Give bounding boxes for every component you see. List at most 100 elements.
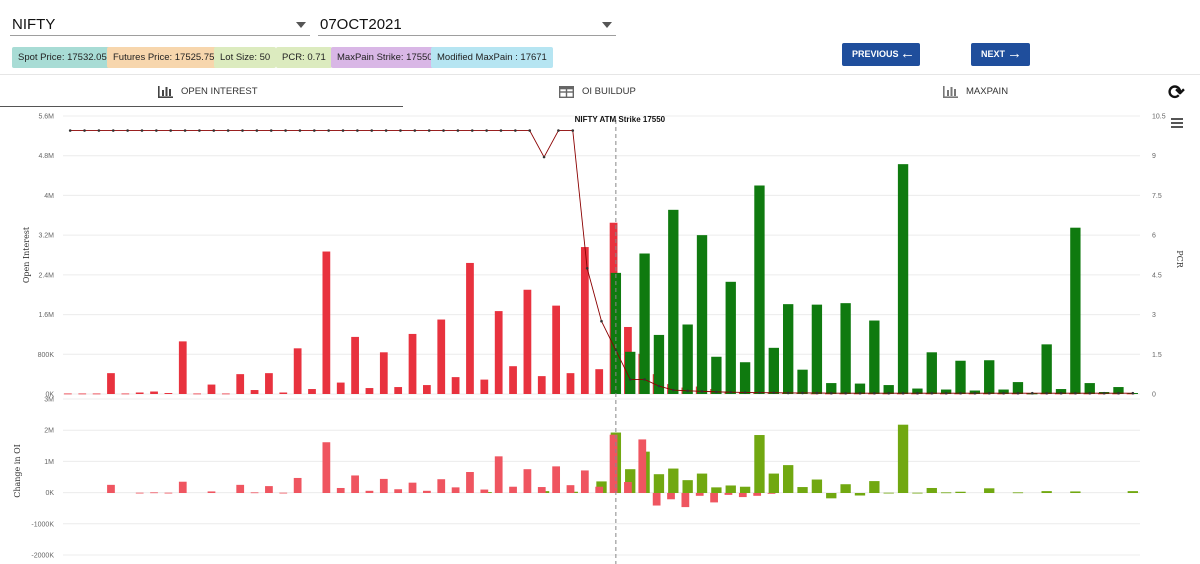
tab-maxpain[interactable]: MAXPAIN (943, 84, 1008, 106)
ce-oi-bar (322, 251, 331, 394)
chevron-down-icon[interactable] (296, 22, 306, 28)
pcr-point (126, 129, 129, 132)
ce-change-bar (178, 481, 187, 493)
ce-change-bar (738, 493, 747, 498)
pcr-point (1045, 391, 1048, 395)
pcr-point (413, 129, 417, 132)
y-axis-label-pcr: PCR (1175, 250, 1184, 269)
hamburger-menu-icon[interactable] (1171, 118, 1183, 130)
next-button-label: NEXT (981, 49, 1006, 59)
ce-change-bar (667, 493, 675, 500)
pe-change-bar (984, 488, 995, 493)
pcr-point (97, 129, 101, 132)
pcr-point (1002, 391, 1005, 395)
pcr-point (255, 129, 259, 132)
pe-oi-bar (940, 389, 952, 394)
pcr-point (542, 155, 546, 159)
ce-change-bar (365, 490, 374, 493)
pe-oi-bar (826, 383, 837, 394)
ce-oi-bar (480, 379, 489, 394)
pe-oi-bar (1055, 389, 1067, 394)
previous-button[interactable]: PREVIOUS ← (842, 43, 920, 66)
y-tick-label: 1M (44, 459, 54, 466)
arrow-right-icon: → (1007, 45, 1022, 62)
pe-oi-bar (668, 209, 679, 394)
pe-change-bar (783, 465, 794, 493)
pe-oi-bar (926, 352, 937, 394)
chart-title: NIFTY ATM Strike 17550 (575, 115, 666, 124)
pe-oi-bar (811, 304, 823, 394)
y2-tick-label: 4.5 (1152, 272, 1162, 279)
pcr-point (499, 129, 503, 132)
pe-change-bar (739, 486, 751, 493)
pcr-point (686, 389, 689, 393)
pe-oi-bar (696, 235, 708, 394)
ce-oi-bar (207, 384, 216, 394)
pcr-point (456, 129, 460, 132)
ce-oi-bar (164, 393, 173, 394)
ce-change-bar (767, 493, 776, 494)
y-tick-label: 3M (44, 397, 54, 404)
pe-change-bar (1041, 491, 1052, 493)
ce-oi-bar (365, 388, 374, 394)
pcr-point (111, 129, 115, 132)
ce-oi-bar (279, 392, 288, 394)
refresh-icon[interactable]: ⟳ (1168, 82, 1185, 104)
futures-price-badge: Futures Price: 17525.75 (107, 47, 221, 68)
pcr-line-series (68, 129, 1135, 395)
pcr-point (901, 391, 905, 395)
pcr-point (226, 129, 230, 132)
pe-change-bar (668, 468, 679, 493)
y2-tick-label: 6 (1152, 233, 1156, 240)
ce-oi-bar (193, 393, 202, 395)
ce-change-bar (107, 484, 115, 493)
pcr-point (284, 129, 287, 132)
ce-oi-bar (595, 369, 604, 394)
ce-change-bar (408, 482, 417, 493)
pcr-point (68, 129, 72, 132)
tab-maxpain-label: MAXPAIN (966, 86, 1009, 97)
ce-change-bar (207, 491, 216, 493)
y-tick-label: 4.8M (38, 153, 54, 160)
pe-change-bar (768, 473, 779, 493)
ce-change-bar (580, 470, 589, 493)
pe-oi-bar (1084, 383, 1095, 394)
tab-open-interest[interactable]: OPEN INTEREST (158, 84, 258, 106)
pe-change-bar (897, 424, 909, 493)
ce-oi-bar (351, 336, 359, 394)
pe-oi-bar (754, 185, 765, 394)
expiry-select[interactable]: 07OCT2021 (318, 12, 616, 36)
pcr-point (743, 391, 747, 394)
ce-change-bar (652, 493, 661, 506)
pe-oi-bar (797, 369, 808, 394)
chevron-down-icon[interactable] (602, 22, 612, 28)
ce-change-bar (681, 493, 690, 508)
pcr-point (155, 129, 158, 132)
y-tick-label: 1.6M (38, 312, 54, 319)
symbol-select[interactable]: NIFTY (10, 12, 310, 36)
ce-change-bar (336, 487, 345, 493)
y2-tick-label: 0 (1152, 392, 1156, 399)
pcr-point (427, 129, 431, 132)
tab-oi-buildup-label: OI BUILDUP (582, 86, 636, 97)
y-tick-label: 0K (45, 490, 54, 497)
pcr-point (657, 384, 661, 388)
pe-change-bar (1127, 491, 1138, 493)
y2-tick-label: 10.5 (1152, 114, 1166, 121)
lot-size-badge: Lot Size: 50 (214, 47, 277, 68)
next-button[interactable]: NEXT → (971, 43, 1030, 66)
ce-oi-bar (92, 393, 101, 395)
pe-change-bar (1012, 492, 1024, 494)
pe-change-bar (754, 435, 765, 493)
ce-change-bar (537, 487, 546, 493)
bar-chart-icon (943, 86, 958, 98)
tab-oi-buildup[interactable]: OI BUILDUP (559, 84, 636, 106)
ce-oi-bar (466, 262, 474, 394)
pcr-point (585, 266, 589, 270)
ce-oi-bar (293, 348, 302, 394)
ce-oi-bar (408, 333, 417, 394)
pcr-point (887, 391, 890, 395)
pe-oi-bar (711, 356, 722, 394)
ce-change-bar (394, 489, 403, 493)
y-tick-label: 2M (44, 428, 54, 435)
